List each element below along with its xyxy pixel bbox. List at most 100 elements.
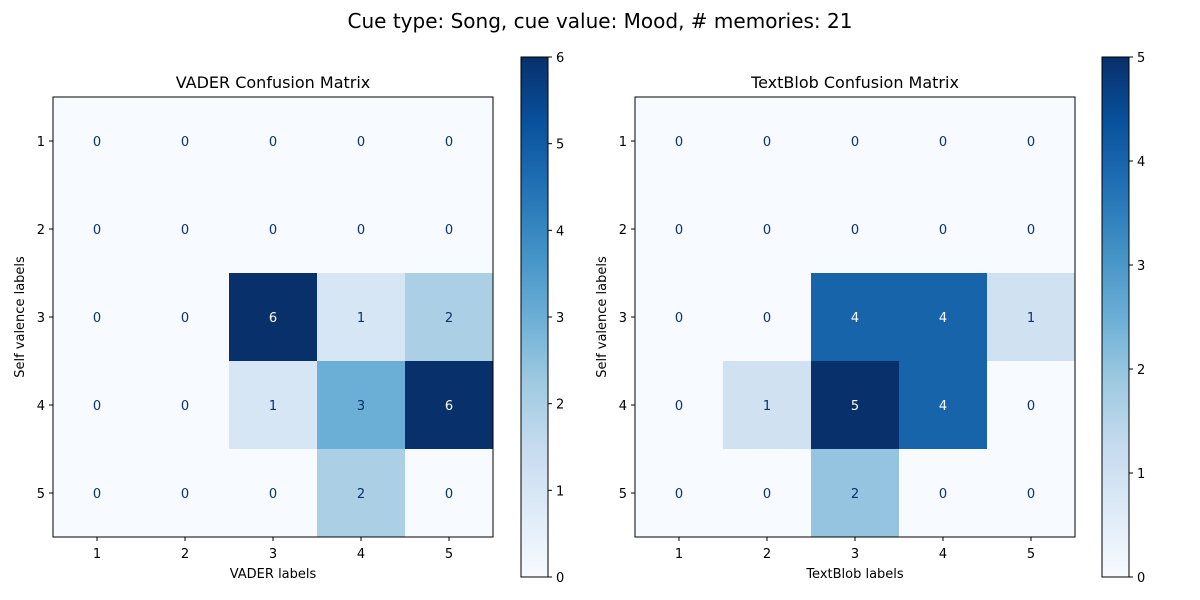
- cell-value-r4-c3: 1: [269, 399, 277, 414]
- cell-r3-c2: [141, 273, 230, 362]
- cell-r4-c4: [317, 361, 406, 450]
- cell-r5-c3: [811, 449, 900, 538]
- cell-value-r1-c2: 0: [763, 135, 771, 150]
- cell-r3-c5: [987, 273, 1076, 362]
- y-tick-label: 5: [37, 487, 45, 502]
- y-tick-label: 2: [619, 223, 627, 238]
- colorbar-tick-label: 5: [556, 138, 564, 153]
- cell-r3-c4: [317, 273, 406, 362]
- cell-r4-c3: [229, 361, 318, 450]
- colorbar-tick-label: 4: [556, 224, 564, 239]
- x-tick-label: 2: [181, 547, 189, 562]
- cell-value-r1-c1: 0: [93, 135, 101, 150]
- y-tick-label: 1: [619, 135, 627, 150]
- cell-value-r3-c5: 2: [445, 311, 453, 326]
- cell-value-r3-c1: 0: [675, 311, 683, 326]
- cell-value-r4-c1: 0: [675, 399, 683, 414]
- cell-r4-c4: [899, 361, 988, 450]
- cell-r5-c3: [229, 449, 318, 538]
- cell-value-r1-c5: 0: [445, 135, 453, 150]
- cell-r5-c5: [987, 449, 1076, 538]
- cell-r1-c3: [229, 97, 318, 186]
- cell-value-r4-c1: 0: [93, 399, 101, 414]
- cell-value-r3-c2: 0: [763, 311, 771, 326]
- y-axis-label: Self valence labels: [595, 256, 610, 378]
- cell-value-r2-c2: 0: [763, 223, 771, 238]
- cell-value-r3-c3: 6: [269, 311, 277, 326]
- colorbar-tick-label: 1: [1137, 467, 1145, 482]
- cell-value-r5-c2: 0: [181, 487, 189, 502]
- x-axis-label: TextBlob labels: [805, 567, 904, 582]
- y-tick-label: 3: [619, 311, 627, 326]
- chart-title: TextBlob Confusion Matrix: [750, 73, 959, 92]
- cell-value-r1-c5: 0: [1027, 135, 1035, 150]
- cell-r4-c3: [811, 361, 900, 450]
- cell-value-r3-c5: 1: [1027, 311, 1035, 326]
- cell-r1-c2: [723, 97, 812, 186]
- cell-r4-c2: [141, 361, 230, 450]
- cell-r5-c4: [899, 449, 988, 538]
- cell-value-r3-c3: 4: [851, 311, 859, 326]
- x-tick-label: 1: [93, 547, 101, 562]
- colorbar-tick-label: 2: [1137, 363, 1145, 378]
- cell-value-r4-c3: 5: [851, 399, 859, 414]
- cell-value-r2-c4: 0: [939, 223, 947, 238]
- cell-value-r2-c3: 0: [851, 223, 859, 238]
- cell-r5-c5: [405, 449, 494, 538]
- x-tick-label: 3: [269, 547, 277, 562]
- cell-r2-c2: [723, 185, 812, 274]
- cell-value-r1-c4: 0: [939, 135, 947, 150]
- cell-r5-c2: [723, 449, 812, 538]
- cell-value-r1-c3: 0: [269, 135, 277, 150]
- cell-r3-c3: [811, 273, 900, 362]
- cell-value-r5-c4: 2: [357, 487, 365, 502]
- colorbar-tick-label: 6: [556, 51, 564, 66]
- cell-value-r2-c1: 0: [93, 223, 101, 238]
- cell-value-r3-c2: 0: [181, 311, 189, 326]
- cell-r1-c5: [405, 97, 494, 186]
- cell-value-r1-c4: 0: [357, 135, 365, 150]
- colorbar-tick-label: 1: [556, 484, 564, 499]
- figure-title: Cue type: Song, cue value: Mood, # memor…: [348, 9, 853, 33]
- cell-value-r5-c3: 2: [851, 487, 859, 502]
- cell-r3-c4: [899, 273, 988, 362]
- cell-value-r4-c4: 3: [357, 399, 365, 414]
- cell-value-r4-c4: 4: [939, 399, 947, 414]
- cell-value-r5-c1: 0: [93, 487, 101, 502]
- chart-title: VADER Confusion Matrix: [176, 73, 371, 92]
- cell-r4-c2: [723, 361, 812, 450]
- cell-r1-c2: [141, 97, 230, 186]
- cell-value-r5-c4: 0: [939, 487, 947, 502]
- cell-r2-c4: [899, 185, 988, 274]
- cell-value-r1-c2: 0: [181, 135, 189, 150]
- cell-r3-c1: [635, 273, 724, 362]
- cell-value-r1-c3: 0: [851, 135, 859, 150]
- cell-r1-c1: [635, 97, 724, 186]
- cell-value-r4-c5: 0: [1027, 399, 1035, 414]
- cell-r2-c5: [987, 185, 1076, 274]
- y-tick-label: 5: [619, 487, 627, 502]
- cell-value-r5-c5: 0: [1027, 487, 1035, 502]
- cell-value-r4-c2: 1: [763, 399, 771, 414]
- cell-r4-c5: [405, 361, 494, 450]
- x-tick-label: 5: [1027, 547, 1035, 562]
- cell-r3-c2: [723, 273, 812, 362]
- cell-r4-c5: [987, 361, 1076, 450]
- colorbar-tick-label: 2: [556, 398, 564, 413]
- cell-r2-c1: [53, 185, 142, 274]
- colorbar: [1102, 57, 1129, 577]
- cell-r1-c1: [53, 97, 142, 186]
- cell-value-r5-c1: 0: [675, 487, 683, 502]
- colorbar: [521, 57, 548, 577]
- cell-r3-c1: [53, 273, 142, 362]
- cell-value-r2-c1: 0: [675, 223, 683, 238]
- cell-value-r5-c3: 0: [269, 487, 277, 502]
- cell-r1-c4: [317, 97, 406, 186]
- cell-value-r3-c4: 4: [939, 311, 947, 326]
- x-tick-label: 5: [445, 547, 453, 562]
- x-tick-label: 3: [851, 547, 859, 562]
- colorbar-tick-label: 0: [1137, 571, 1145, 586]
- cell-r5-c1: [635, 449, 724, 538]
- cell-value-r2-c2: 0: [181, 223, 189, 238]
- colorbar-tick-label: 0: [556, 571, 564, 586]
